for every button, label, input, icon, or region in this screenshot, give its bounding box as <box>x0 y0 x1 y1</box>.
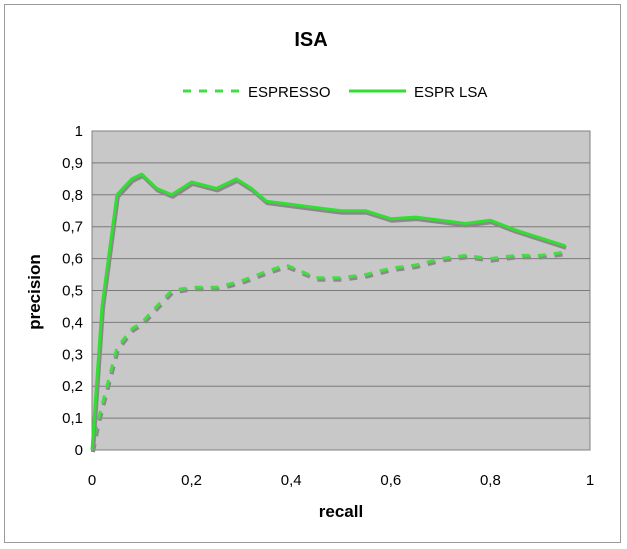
y-tick-label: 0,4 <box>62 314 83 331</box>
y-tick-label: 0,9 <box>62 155 83 172</box>
series-line-espr-lsa <box>90 172 566 451</box>
series-shadow-espresso <box>91 252 567 453</box>
y-tick-label: 0,5 <box>62 283 83 300</box>
x-tick-label: 0 <box>88 472 96 489</box>
series-layer <box>90 172 567 453</box>
x-tick-label: 1 <box>586 472 594 489</box>
chart-title: ISA <box>294 29 327 51</box>
y-tick-label: 0 <box>75 442 83 459</box>
legend-label-espr-lsa: ESPR LSA <box>414 84 487 101</box>
y-tick-label: 0,7 <box>62 219 83 236</box>
y-tick-label: 0,8 <box>62 187 83 204</box>
y-tick-label: 1 <box>75 123 83 140</box>
series-shadow-espr-lsa <box>91 174 567 453</box>
x-tick-label: 0,6 <box>380 472 401 489</box>
legend-label-espresso: ESPRESSO <box>248 84 331 101</box>
x-tick-label: 0,4 <box>281 472 302 489</box>
x-axis-title: recall <box>319 502 363 521</box>
y-tick-label: 0,6 <box>62 251 83 268</box>
series-line-espresso <box>90 250 566 451</box>
legend: ESPRESSO ESPR LSA <box>183 84 487 101</box>
x-tick-label: 0,8 <box>480 472 501 489</box>
x-axis-ticks: 0 0,2 0,4 0,6 0,8 1 <box>88 472 594 489</box>
y-tick-label: 0,3 <box>62 346 83 363</box>
y-axis-ticks: 0 0,1 0,2 0,3 0,4 0,5 0,6 0,7 0,8 0,9 1 <box>62 123 83 459</box>
x-tick-label: 0,2 <box>181 472 202 489</box>
y-axis-title: precision <box>25 254 44 330</box>
y-tick-label: 0,1 <box>62 410 83 427</box>
y-tick-label: 0,2 <box>62 378 83 395</box>
